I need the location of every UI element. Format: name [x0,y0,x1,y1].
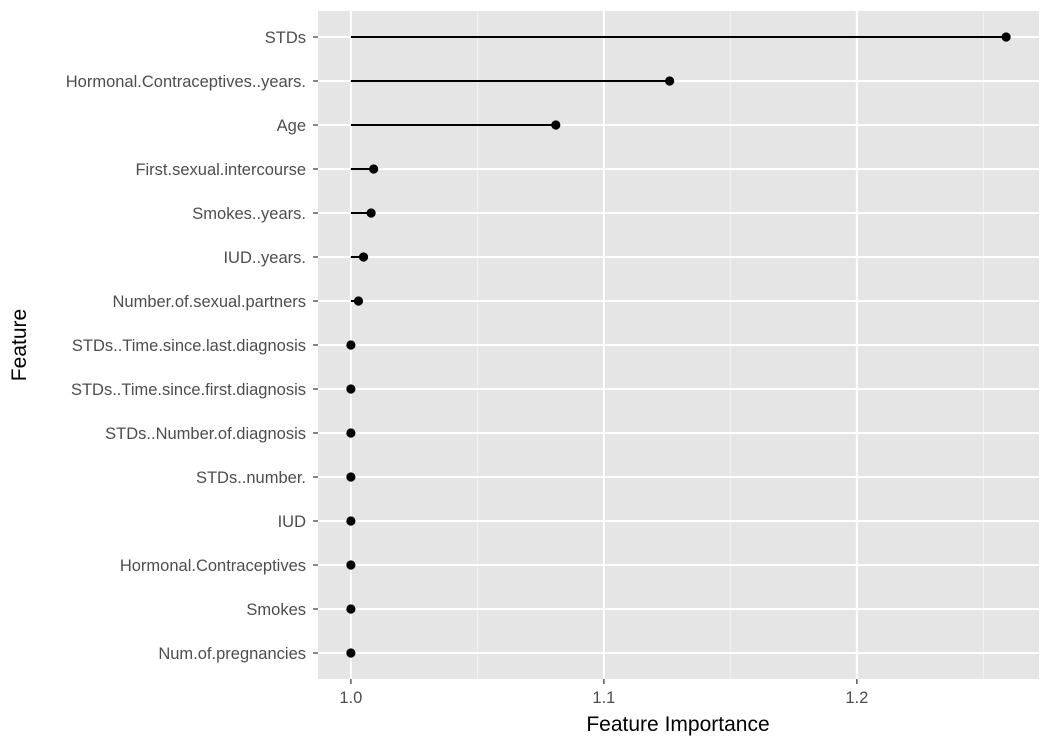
lollipop-point [346,340,356,350]
y-tick-label: STDs..Time.since.last.diagnosis [72,337,306,355]
lollipop-point [346,384,356,394]
y-tick-label: Hormonal.Contraceptives [120,557,306,575]
lollipop-point [1001,32,1011,42]
x-axis-ticks [350,679,858,684]
lollipop-point [353,296,364,306]
y-axis-title: Feature [8,309,31,381]
x-tick-label: 1.0 [339,689,362,707]
y-tick-label: IUD [278,513,307,531]
lollipop-point [346,428,356,438]
lollipop-point [346,648,356,658]
y-tick-label: Age [277,117,306,135]
lollipop-point [366,208,376,218]
y-tick-label: First.sexual.intercourse [135,161,306,179]
y-axis-ticks [313,36,318,654]
x-tick-label: 1.1 [592,689,615,707]
y-tick-label: Smokes [246,601,306,619]
lollipop-point [346,604,356,614]
lollipop-points [346,32,1011,658]
lollipop-point [358,252,369,262]
y-tick-label: Smokes..years. [192,205,306,223]
y-tick-label: STDs [265,29,306,47]
lollipop-point [665,76,675,86]
lollipop-point [369,164,379,174]
y-tick-label: Number.of.sexual.partners [112,293,306,311]
y-tick-label: IUD..years. [223,249,306,267]
x-tick-label: 1.2 [845,689,868,707]
lollipop-point [346,560,356,570]
y-tick-label: STDs..Time.since.first.diagnosis [71,381,306,399]
lollipop-point [551,120,561,130]
y-axis-tick-labels: STDs Hormonal.Contraceptives..years. Age Fi… [66,29,306,663]
lollipop-point [346,516,356,526]
y-tick-label: STDs..number. [196,469,306,487]
x-axis-title: Feature Importance [586,713,769,736]
y-tick-label: STDs..Number.of.diagnosis [105,425,306,443]
y-tick-label: Num.of.pregnancies [158,645,306,663]
x-axis-tick-labels: 1.0 1.1 1.2 [339,689,868,707]
y-tick-label: Hormonal.Contraceptives..years. [66,73,306,91]
lollipop-point [346,472,356,482]
